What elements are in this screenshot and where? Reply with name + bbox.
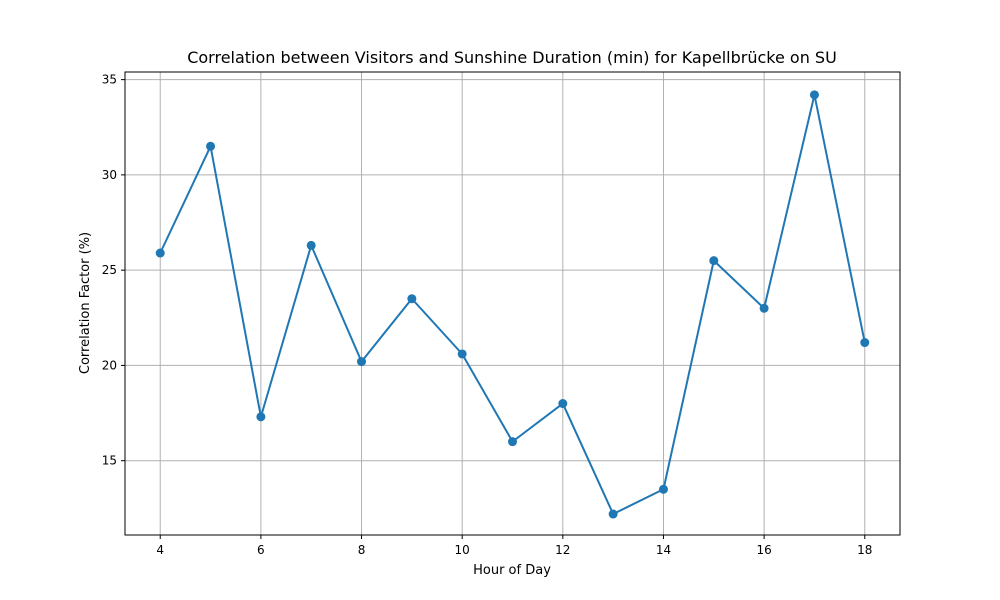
data-point-marker xyxy=(155,248,165,258)
x-tick-label: 18 xyxy=(857,543,872,557)
data-point-marker xyxy=(508,437,517,447)
data-point-marker xyxy=(357,357,367,367)
y-axis-label: Correlation Factor (%) xyxy=(78,232,93,374)
chart-title: Correlation between Visitors and Sunshin… xyxy=(187,48,837,67)
axis-layer: 4 6 8 10 12 14 16 18 15 20 25 30 35 xyxy=(102,73,873,557)
data-point-marker xyxy=(860,338,870,348)
y-tick-label: 25 xyxy=(102,263,117,277)
x-tick-label: 6 xyxy=(257,543,265,557)
y-tick-label: 30 xyxy=(102,168,117,182)
x-tick-label: 14 xyxy=(656,543,671,557)
y-tick-label: 15 xyxy=(102,454,117,468)
data-point-marker xyxy=(206,141,216,151)
data-point-marker xyxy=(306,240,316,250)
data-point-marker xyxy=(809,90,819,100)
data-point-marker xyxy=(457,349,467,359)
data-point-marker xyxy=(407,294,417,304)
grid-layer xyxy=(125,72,900,535)
plot-frame xyxy=(124,71,901,536)
x-axis-label: Hour of Day xyxy=(473,563,551,578)
x-tick-label: 12 xyxy=(555,543,570,557)
data-point-marker xyxy=(256,412,266,422)
x-tick-label: 4 xyxy=(156,543,164,557)
data-point-marker xyxy=(658,484,668,494)
data-point-marker xyxy=(608,509,618,519)
x-tick-label: 10 xyxy=(455,543,470,557)
x-tick-label: 16 xyxy=(756,543,771,557)
data-point-marker xyxy=(709,256,719,266)
x-tick-label: 8 xyxy=(358,543,366,557)
y-tick-label: 20 xyxy=(102,358,117,372)
data-point-marker xyxy=(558,399,568,409)
y-tick-label: 35 xyxy=(102,73,117,87)
series-layer xyxy=(155,90,870,519)
data-point-marker xyxy=(759,303,769,313)
